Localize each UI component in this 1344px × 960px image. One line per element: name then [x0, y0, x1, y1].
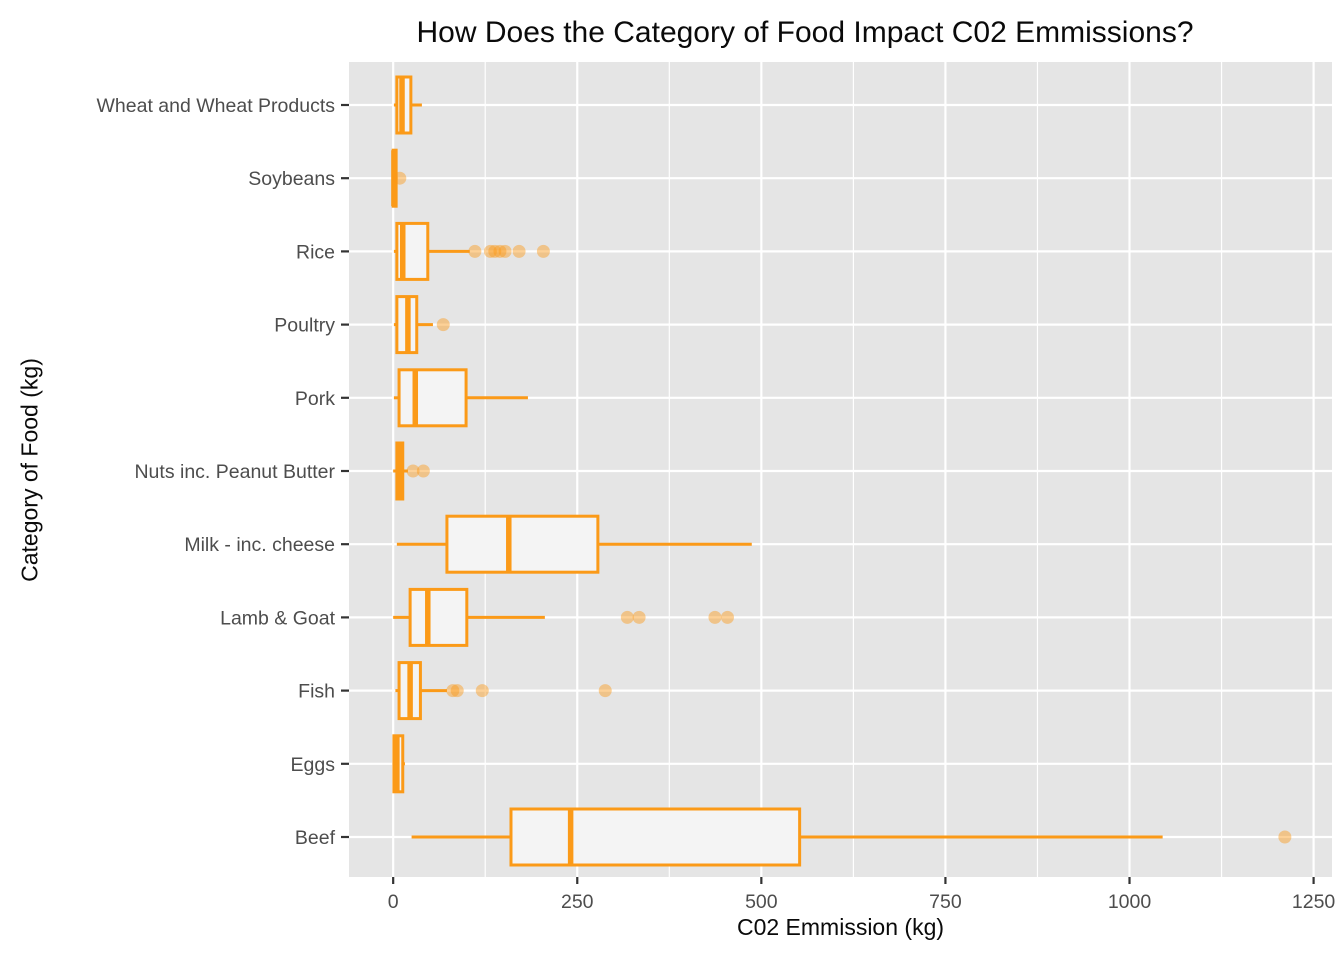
x-axis-title: C02 Emmission (kg)	[736, 914, 945, 940]
category-label-poultry: Poultry	[274, 315, 335, 337]
outlier-point-nuts-inc-peanut-butter-41	[416, 464, 430, 478]
outlier-point-poultry-68	[436, 318, 450, 332]
outlier-point-soybeans-9	[393, 171, 407, 185]
outlier-point-rice-152	[498, 244, 512, 258]
x-tick-label-1000: 1000	[1108, 891, 1152, 913]
box-milk-inc-cheese	[445, 514, 600, 574]
category-label-lamb-goat: Lamb & Goat	[220, 607, 335, 629]
outlier-point-fish-87	[450, 684, 464, 698]
x-tick-label-1250: 1250	[1292, 891, 1336, 913]
outlier-point-fish-288	[598, 684, 612, 698]
y-axis-title: Category of Food (kg)	[16, 358, 43, 582]
category-label-eggs: Eggs	[291, 754, 336, 776]
outlier-point-rice-132	[483, 244, 497, 258]
x-tick-label-0: 0	[388, 891, 399, 913]
plot-panel	[349, 62, 1332, 877]
category-label-beef: Beef	[295, 827, 336, 849]
category-label-wheat-and-wheat-products: Wheat and Wheat Products	[97, 95, 336, 117]
outlier-point-rice-145	[493, 244, 507, 258]
box-pork	[397, 368, 468, 428]
category-label-milk-inc-cheese: Milk - inc. cheese	[184, 534, 335, 556]
category-label-rice: Rice	[296, 241, 335, 263]
category-label-fish: Fish	[298, 681, 335, 703]
category-label-pork: Pork	[295, 388, 335, 410]
outlier-point-beef-1211	[1278, 830, 1292, 844]
outlier-point-nuts-inc-peanut-butter-27	[406, 464, 420, 478]
x-tick-label-500: 500	[745, 891, 778, 913]
chart-title: How Does the Category of Food Impact C02…	[416, 16, 1194, 49]
box-beef	[509, 807, 802, 867]
outlier-point-lamb-goat-454	[720, 610, 734, 624]
outlier-point-rice-204	[536, 244, 550, 258]
outlier-point-lamb-goat-437	[708, 610, 722, 624]
category-label-soybeans: Soybeans	[248, 168, 335, 190]
x-tick-label-750: 750	[929, 891, 962, 913]
outlier-point-lamb-goat-334	[632, 610, 646, 624]
outlier-point-fish-81	[446, 684, 460, 698]
outlier-point-rice-111	[468, 244, 482, 258]
category-label-nuts-inc-peanut-butter: Nuts inc. Peanut Butter	[134, 461, 335, 483]
outlier-point-rice-138	[488, 244, 502, 258]
outlier-point-rice-171	[512, 244, 526, 258]
x-tick-label-250: 250	[561, 891, 594, 913]
outlier-point-lamb-goat-318	[620, 610, 634, 624]
box-lamb-goat	[408, 587, 469, 647]
outlier-point-fish-121	[475, 684, 489, 698]
